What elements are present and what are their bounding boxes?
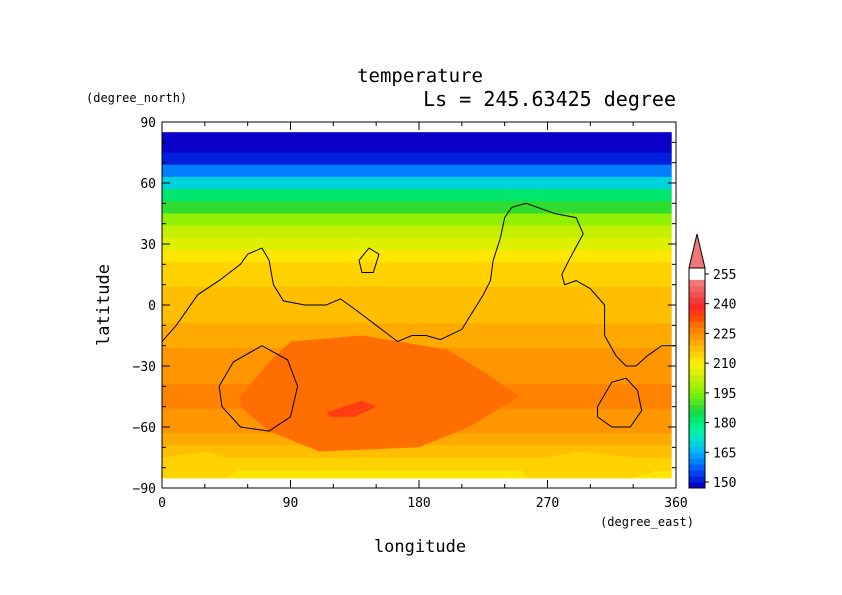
x-tick-label: 90 <box>283 496 299 511</box>
temperature-band <box>162 237 672 251</box>
colorbar-swatch <box>689 297 705 305</box>
x-tick-label: 360 <box>664 496 687 511</box>
colorbar-swatch <box>689 440 705 447</box>
x-tick-label: 270 <box>536 496 559 511</box>
colorbar-swatch <box>689 285 705 293</box>
temperature-band <box>162 250 672 263</box>
temperature-band <box>162 323 672 337</box>
temperature-field <box>162 122 676 488</box>
y-tick-label: 60 <box>140 177 156 192</box>
y-axis-ticks: 90 60 30 0 −30 −60 −90 <box>133 116 676 497</box>
colorbar-swatch <box>689 410 705 418</box>
topography-contour <box>162 202 676 367</box>
colorbar-swatch <box>689 476 705 483</box>
colorbar-swatch <box>689 303 705 311</box>
colorbar-swatch <box>689 404 705 412</box>
x-axis-label: longitude <box>374 537 466 557</box>
colorbar-swatch <box>689 309 705 316</box>
y-unit-label: (degree_north) <box>86 91 187 105</box>
temperature-band <box>162 176 672 190</box>
colorbar-tick-label: 180 <box>713 417 736 432</box>
colorbar-tick-label: 150 <box>713 476 736 491</box>
temperature-band <box>162 445 672 459</box>
colorbar-swatch <box>689 458 705 465</box>
colorbar-tick-label: 225 <box>713 327 736 342</box>
temperature-band <box>162 311 672 324</box>
colorbar-swatch <box>689 434 705 441</box>
colorbar-swatch <box>689 345 705 352</box>
colorbar-swatch <box>689 351 705 358</box>
chart-title: temperature <box>357 65 483 87</box>
colorbar-swatch <box>689 386 705 394</box>
colorbar-swatch <box>689 321 705 328</box>
colorbar-swatch <box>689 470 705 477</box>
topography-contour <box>597 377 643 428</box>
colorbar-tick-label: 240 <box>713 298 736 313</box>
colorbar-tick-label: 195 <box>713 387 736 402</box>
colorbar-tick-label: 210 <box>713 357 736 372</box>
y-tick-label: −90 <box>133 482 156 497</box>
colorbar-swatch <box>689 333 705 340</box>
colorbar-swatch <box>689 369 705 376</box>
colorbar-swatch <box>689 446 705 453</box>
cool-region <box>518 451 655 478</box>
colorbar-swatch <box>689 357 705 364</box>
x-axis-ticks: 0 90 180 270 360 <box>158 122 688 511</box>
temperature-band <box>162 470 672 479</box>
temperature-band <box>162 164 672 178</box>
colorbar-swatch <box>689 428 705 435</box>
colorbar-swatch <box>689 422 705 429</box>
temperature-band <box>162 274 672 288</box>
colorbar-overflow-triangle <box>688 233 706 269</box>
colorbar-swatch <box>689 380 705 388</box>
colorbar-swatch <box>689 375 705 382</box>
colorbar-swatch <box>689 398 705 406</box>
temperature-band <box>162 201 672 215</box>
temperature-band <box>162 286 672 300</box>
colorbar-swatch <box>689 291 705 299</box>
y-tick-label: −60 <box>133 421 156 436</box>
temperature-band <box>162 298 672 312</box>
colorbar-swatch <box>689 482 705 489</box>
x-unit-label: (degree_east) <box>600 515 694 529</box>
colorbar-frame <box>688 267 706 489</box>
temperature-band <box>162 152 672 166</box>
colorbar-swatch <box>689 464 705 471</box>
temperature-band <box>162 139 672 154</box>
topography-contour <box>218 345 299 432</box>
temperature-band <box>162 262 672 276</box>
y-tick-label: −30 <box>133 360 156 375</box>
colorbar-swatch <box>689 416 705 423</box>
colorbar-tick-label: 255 <box>713 268 736 283</box>
colorbar-swatch <box>689 339 705 346</box>
topography-contours <box>162 202 676 432</box>
y-tick-label: 90 <box>140 116 156 131</box>
warm-region <box>240 335 519 452</box>
colorbar-swatch <box>689 452 705 459</box>
colorbar-swatch <box>689 315 705 322</box>
y-tick-label: 30 <box>140 238 156 253</box>
chart-subtitle: Ls = 245.63425 degree <box>423 87 676 111</box>
temperature-band <box>162 132 672 140</box>
topography-contour <box>358 247 380 273</box>
y-tick-label: 0 <box>148 299 156 314</box>
colorbar-swatch <box>689 392 705 400</box>
colorbar-swatch <box>689 327 705 334</box>
x-tick-label: 180 <box>407 496 430 511</box>
y-axis-label: latitude <box>94 264 114 346</box>
colorbar-swatch <box>689 279 705 287</box>
colorbar-tick-label: 165 <box>713 446 736 461</box>
x-tick-label: 0 <box>158 496 166 511</box>
temperature-band <box>162 213 672 227</box>
cool-region <box>162 451 248 478</box>
warm-region <box>326 400 377 417</box>
colorbar-swatch <box>689 363 705 370</box>
temperature-band <box>162 189 672 202</box>
temperature-band <box>162 225 672 239</box>
colorbar: 255 240 225 210 195 180 165 150 <box>688 233 736 491</box>
